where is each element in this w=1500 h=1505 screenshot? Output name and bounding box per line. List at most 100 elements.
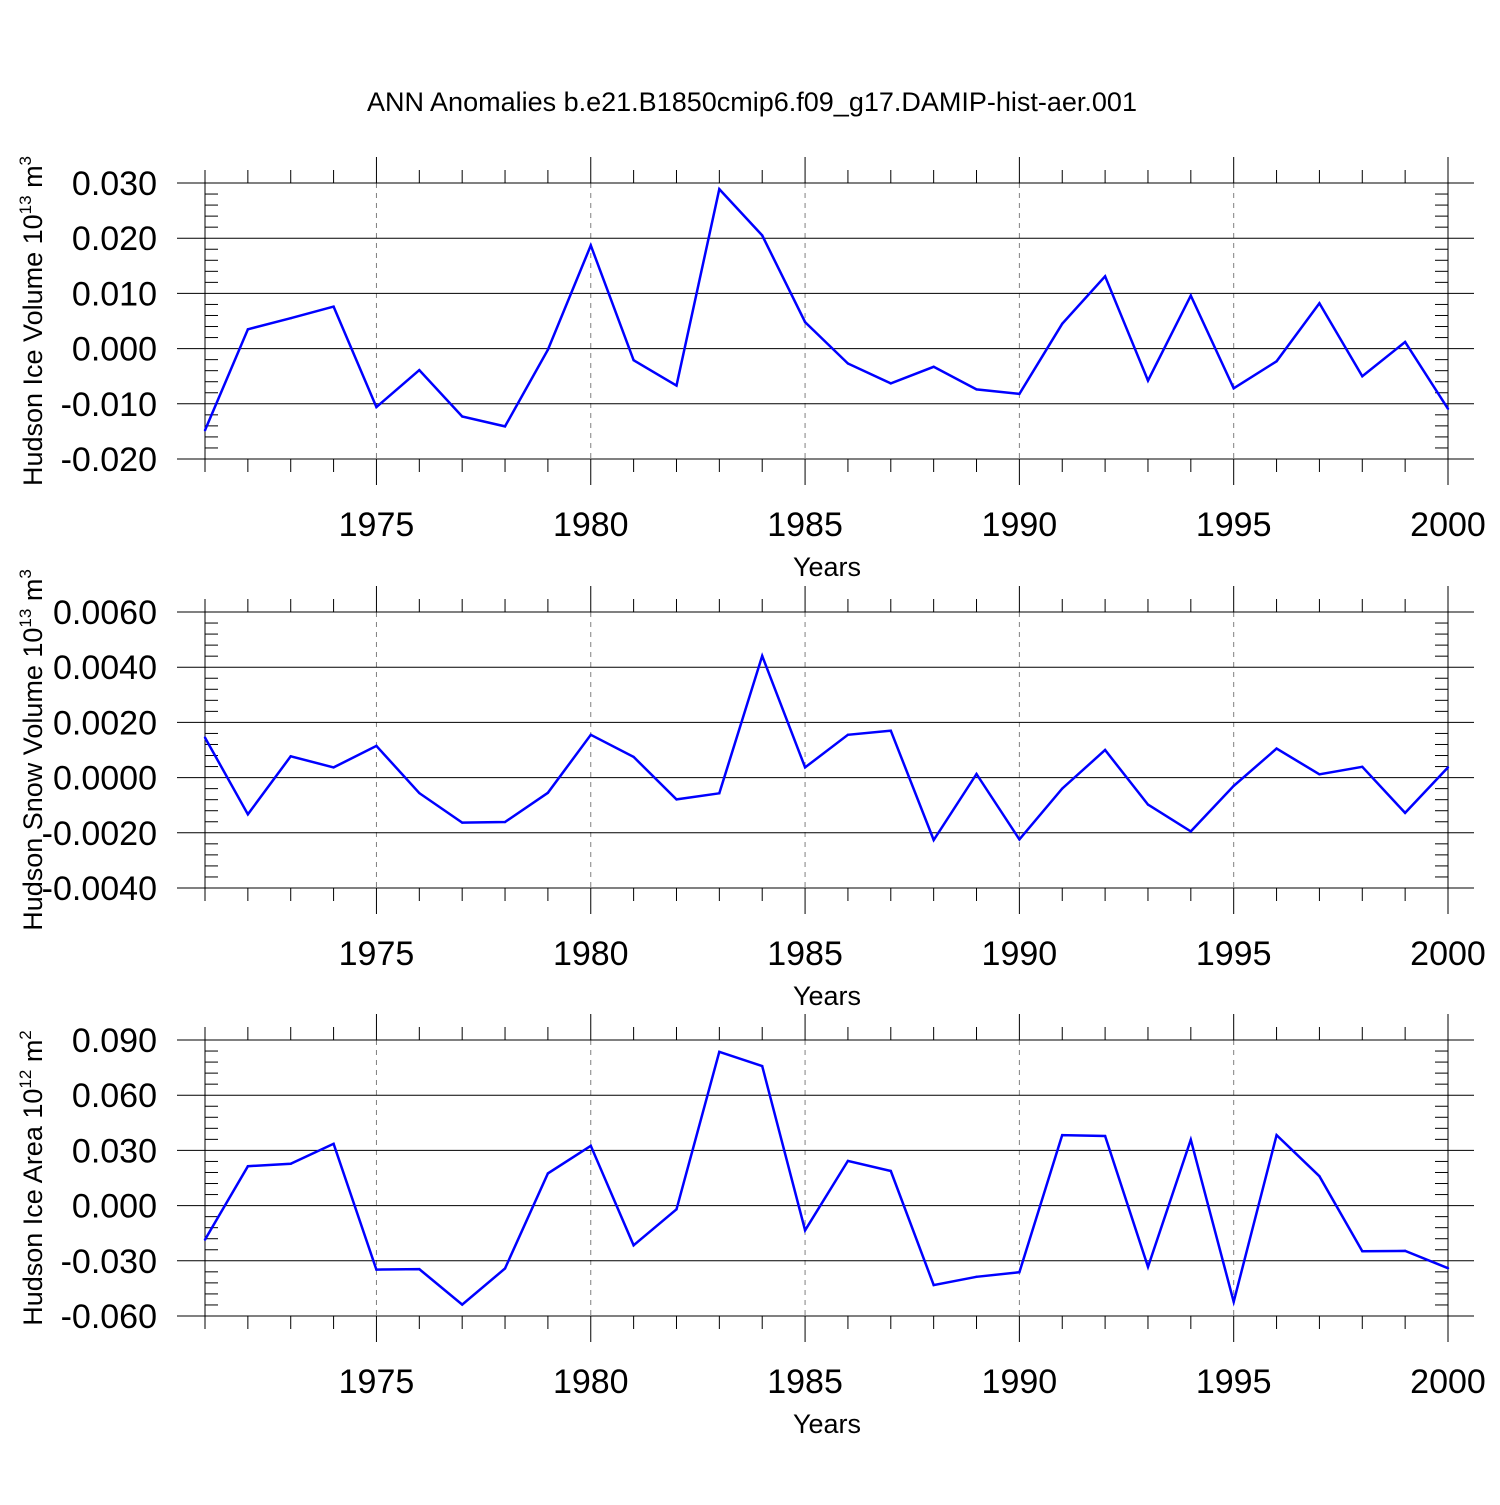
y-tick-label: 0.0060 [53,594,157,632]
data-point [1275,747,1278,750]
data-point [1018,392,1021,396]
y-label-text: Hudson Ice Area 10 [18,1089,48,1326]
x-tick-label: 1975 [339,935,415,973]
y-label-unit-exponent: 3 [16,569,35,578]
data-point [332,305,335,308]
data-point [1232,784,1235,788]
data-point [246,1165,250,1168]
data-point [1403,340,1407,344]
y-tick-label: -0.060 [61,1298,157,1336]
x-tick-label: 1990 [982,1363,1058,1401]
data-point [203,736,207,739]
data-point [632,358,635,362]
data-point [503,820,507,824]
data-point [1146,803,1150,806]
data-point [1318,1174,1321,1178]
y-tick-label: -0.030 [61,1243,157,1281]
data-point [1146,1265,1150,1269]
data-point [246,328,250,331]
data-point [1361,1250,1364,1253]
y-tick-label: 0.010 [72,275,157,313]
data-point [932,365,935,369]
data-point [632,1244,635,1247]
data-point [718,1050,721,1053]
data-point [1318,302,1321,305]
data-point [246,813,250,816]
data-point [503,425,507,428]
panels: 1975 1980 1985 1990 1995 2000 -0.020 -0.010 0.00… [16,156,1486,1439]
y-tick-label: 0.0040 [53,649,157,687]
data-point [803,320,807,324]
data-point [1232,387,1235,390]
x-tick-label: 1985 [767,506,843,544]
data-point [1275,360,1278,363]
y-tick-label: 0.030 [72,165,157,203]
y-label-exponent: 13 [16,609,35,628]
x-axis-label: Years [793,1409,861,1439]
data-point [418,1267,421,1271]
data-point [1103,275,1107,278]
data-point [589,244,592,247]
series-line-1 [203,1050,1449,1307]
data-point [332,1142,335,1145]
x-tick-label: 1990 [982,506,1058,544]
data-point [718,187,721,191]
y-tick-label: -0.0020 [42,815,157,853]
data-point [846,733,850,737]
data-point [1146,379,1150,382]
y-label-text: Hudson Ice Volume 10 [18,214,48,486]
data-point [1189,1138,1193,1141]
panel-3: 1975 1980 1985 1990 1995 2000 -0.060 -0.030 0.00… [16,1014,1486,1439]
y-label-unit-exponent: 3 [16,156,35,165]
y-label-text: Hudson Snow Volume 10 [18,628,48,931]
data-point [546,791,550,794]
data-point [418,368,421,372]
data-point [203,429,207,432]
data-point [932,838,935,842]
data-point [589,733,592,737]
y-tick-label: 0.060 [72,1077,157,1115]
data-point [803,1229,807,1232]
data-point [761,654,764,658]
x-tick-label: 2000 [1410,506,1486,544]
figure-title: ANN Anomalies b.e21.B1850cmip6.f09_g17.D… [367,87,1137,117]
data-point [932,1283,935,1287]
data-point [1275,1133,1278,1137]
data-point [1403,811,1407,815]
y-tick-label: 0.0000 [53,760,157,798]
data-point [503,1267,507,1270]
data-point [418,791,421,795]
data-point [761,1064,764,1068]
y-tick-label: -0.020 [61,441,157,479]
y-label-unit: m [18,165,48,195]
data-point [975,388,978,391]
data-point [675,384,678,387]
x-tick-label: 2000 [1410,935,1486,973]
x-tick-label: 1990 [982,935,1058,973]
data-point [803,766,807,769]
data-point [289,317,292,320]
data-point [1061,787,1064,790]
data-point [1061,1133,1064,1137]
data-point [1103,1134,1107,1138]
data-point [589,1144,592,1148]
x-axis-label: Years [793,552,861,582]
y-axis-label: Hudson Ice Volume 1013 m3 [16,156,48,486]
data-point [460,821,464,824]
data-point [546,348,550,351]
data-point [889,729,892,732]
y-axis-label: Hudson Snow Volume 1013 m3 [16,569,48,931]
data-point [889,382,892,385]
x-tick-label: 1980 [553,506,629,544]
data-point [632,755,635,759]
data-point [846,1159,850,1163]
x-axis-label: Years [793,981,861,1011]
data-point [975,772,978,776]
x-tick-label: 1995 [1196,1363,1272,1401]
x-tick-label: 1975 [339,1363,415,1401]
data-point [975,1275,978,1279]
y-tick-label: 0.030 [72,1132,157,1170]
data-point [1189,830,1193,833]
